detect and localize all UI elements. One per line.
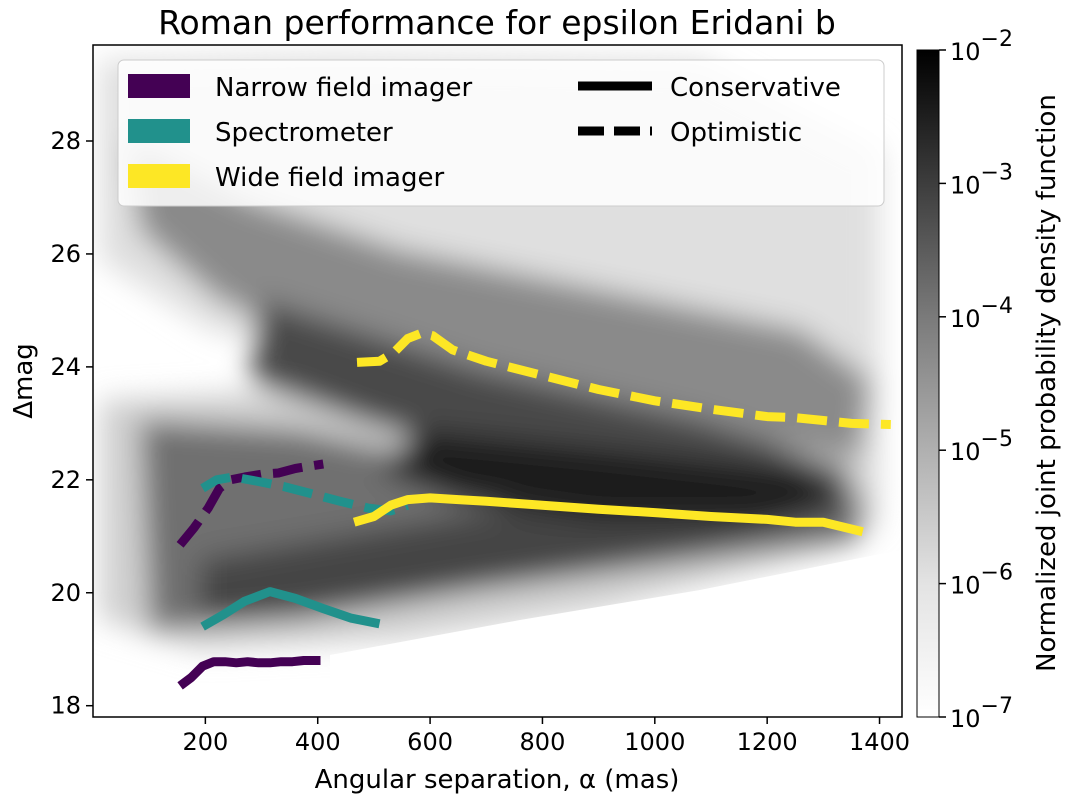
legend-label-narrow-field-imager: Narrow field imager bbox=[215, 73, 473, 103]
colorbar-tick-label: 10−2 bbox=[950, 27, 1013, 66]
colorbar-tick-label: 10−6 bbox=[950, 561, 1013, 600]
series-line-spectrometer-conservative bbox=[200, 587, 381, 631]
y-tick-label: 20 bbox=[50, 579, 81, 607]
chart-title: Roman performance for epsilon Eridani b bbox=[158, 3, 836, 42]
y-axis-label: Δmag bbox=[9, 343, 39, 419]
x-axis: 200 400 600 800 1000 1200 1400 bbox=[182, 717, 910, 756]
colorbar-label: Normalized joint probability density fun… bbox=[1032, 94, 1062, 672]
x-axis-label: Angular separation, α (mas) bbox=[315, 765, 680, 795]
legend-swatch-wide-field-imager bbox=[128, 164, 190, 188]
legend-label-optimistic: Optimistic bbox=[670, 118, 802, 148]
x-tick-label: 1400 bbox=[849, 728, 910, 756]
series-line-wide-field-imager-conservative bbox=[352, 493, 864, 537]
y-tick-label: 28 bbox=[50, 127, 81, 155]
x-tick-label: 1200 bbox=[737, 728, 798, 756]
x-tick-label: 800 bbox=[520, 728, 566, 756]
legend-label-spectrometer: Spectrometer bbox=[215, 118, 393, 148]
x-tick-label: 1000 bbox=[624, 728, 685, 756]
series-line-narrow-field-imager-conservative bbox=[177, 656, 321, 690]
legend-swatch-narrow-field-imager bbox=[128, 74, 190, 98]
x-tick-label: 200 bbox=[182, 728, 228, 756]
colorbar-tick-label: 10−5 bbox=[950, 427, 1013, 466]
y-axis: 18 20 22 24 26 28 bbox=[50, 127, 93, 720]
legend-label-wide-field-imager: Wide field imager bbox=[215, 163, 444, 193]
y-tick-label: 24 bbox=[50, 353, 81, 381]
colorbar: 10−2 10−3 10−4 10−5 10−6 10−7 Normalized join… bbox=[916, 27, 1062, 733]
y-tick-label: 22 bbox=[50, 466, 81, 494]
legend-label-conservative: Conservative bbox=[670, 73, 841, 103]
colorbar-gradient bbox=[916, 49, 940, 718]
colorbar-ticks: 10−2 10−3 10−4 10−5 10−6 10−7 bbox=[939, 27, 1013, 733]
legend: Narrow field imager Spectrometer Wide fi… bbox=[117, 59, 885, 207]
y-tick-label: 26 bbox=[50, 240, 81, 268]
y-tick-label: 18 bbox=[50, 692, 81, 720]
series-line-wide-field-imager-optimistic bbox=[356, 328, 891, 429]
series-layer bbox=[176, 328, 891, 690]
x-tick-label: 600 bbox=[407, 728, 453, 756]
plot-frame bbox=[92, 44, 903, 718]
colorbar-tick-label: 10−7 bbox=[950, 694, 1013, 733]
colorbar-tick-label: 10−3 bbox=[950, 160, 1013, 199]
legend-swatch-spectrometer bbox=[128, 119, 190, 143]
legend-box bbox=[117, 59, 885, 207]
colorbar-tick-label: 10−4 bbox=[950, 294, 1013, 333]
x-tick-label: 400 bbox=[295, 728, 341, 756]
